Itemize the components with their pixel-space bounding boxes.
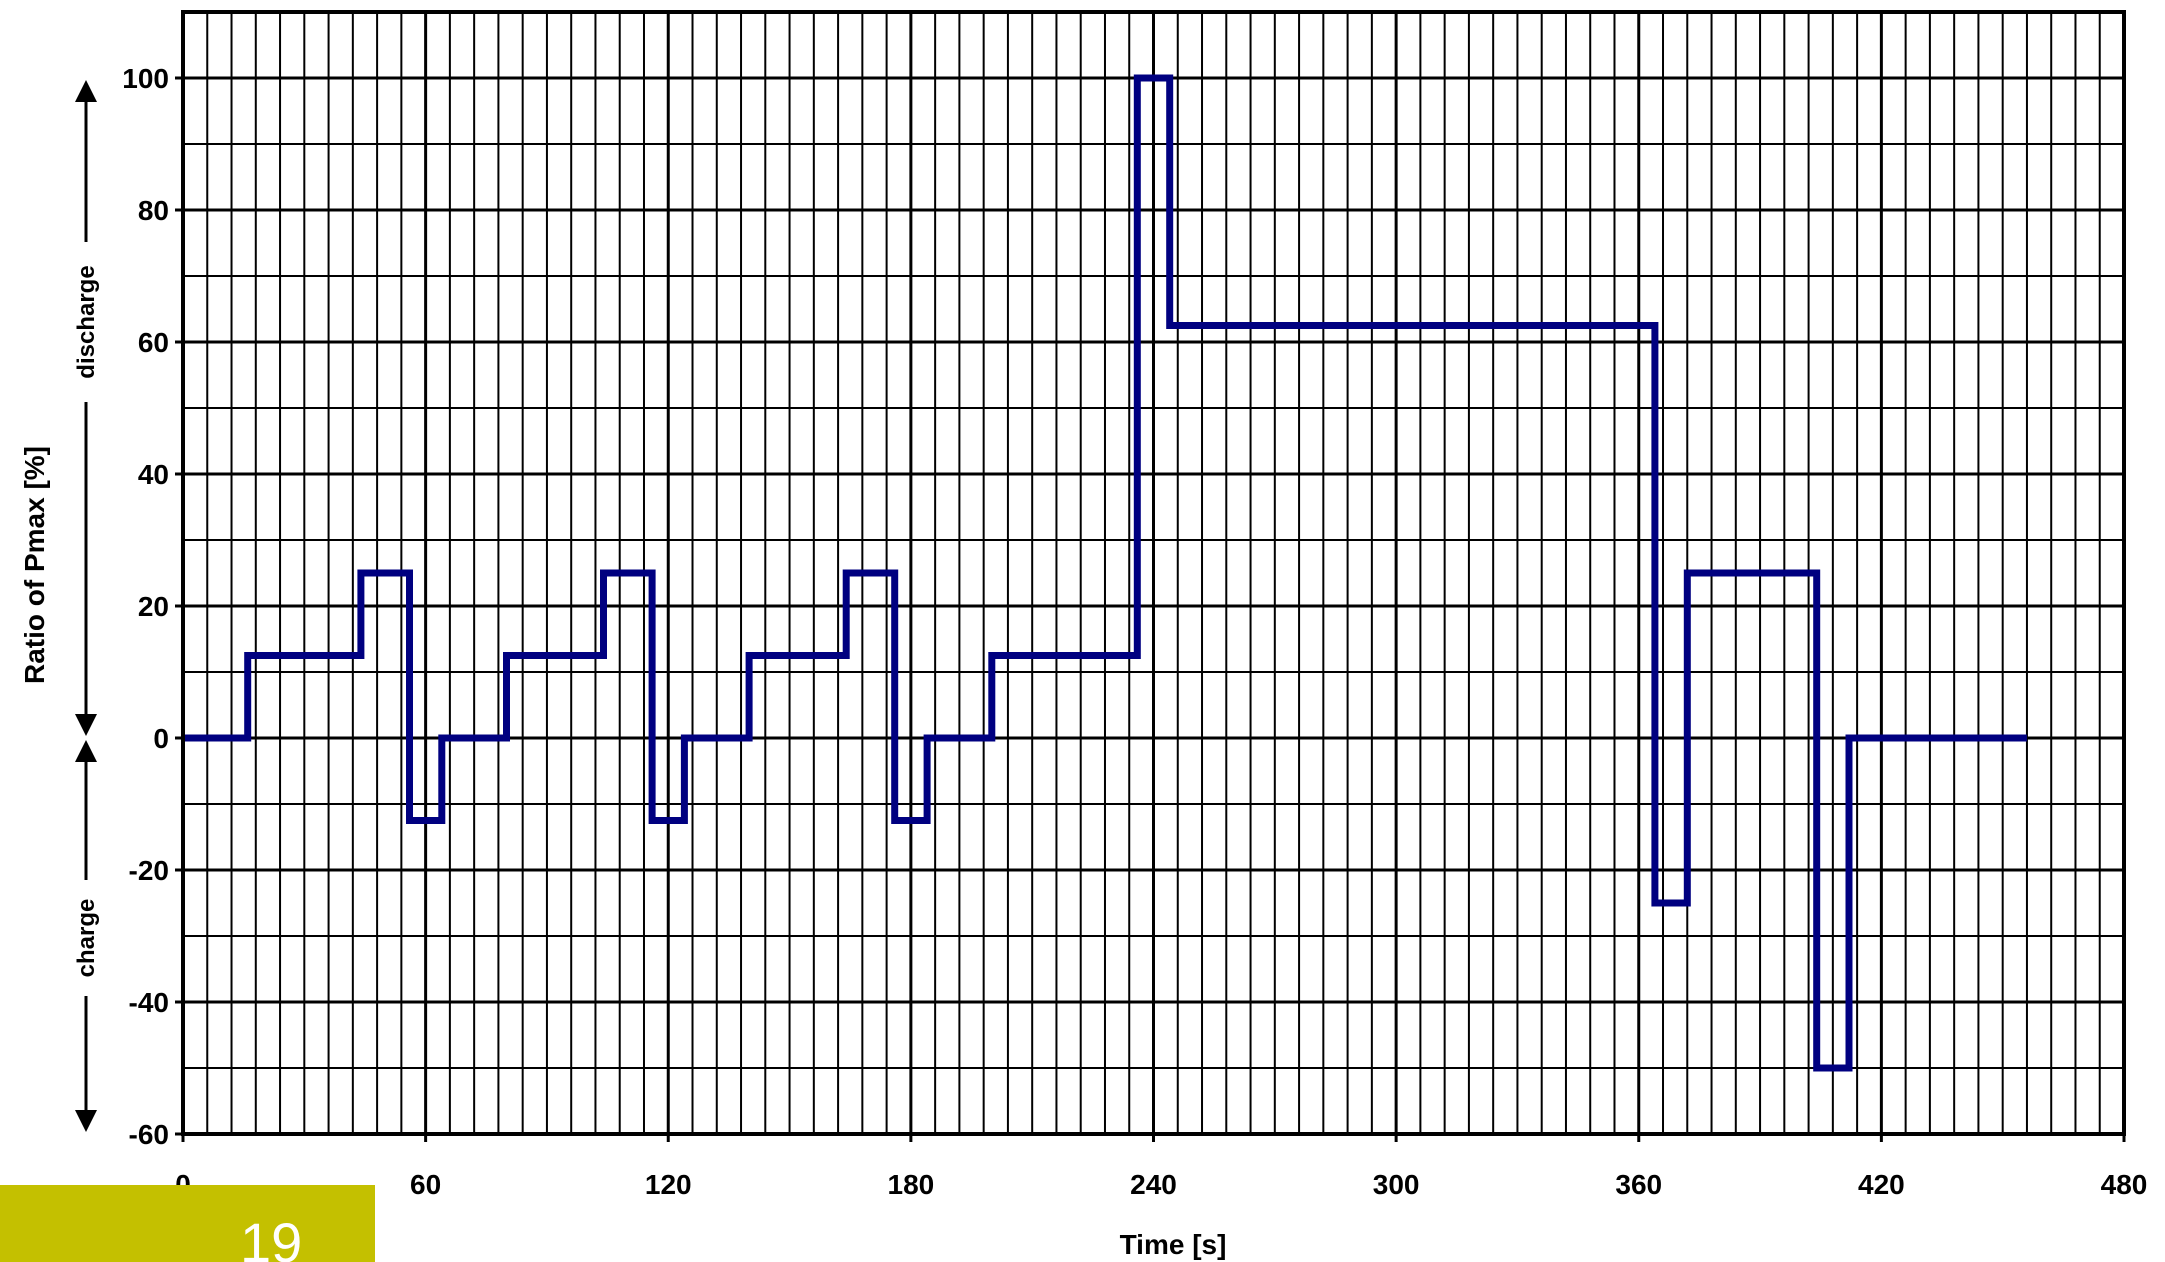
x-tick-label: 60 [410,1169,441,1200]
x-tick-label: 480 [2101,1169,2148,1200]
y-tick-labels: -60 -40 -20 0 20 40 60 80 100 [122,63,169,1150]
y-tick-label: -20 [129,855,169,886]
indicator-arrowhead [75,80,97,102]
x-tick-label: 360 [1615,1169,1662,1200]
x-tick-label: 300 [1373,1169,1420,1200]
y-tick-label: -40 [129,987,169,1018]
page-number: 19 [240,1211,303,1262]
discharge-label: discharge [73,265,100,378]
y-axis-title: Ratio of Pmax [%] [19,446,50,684]
y-tick-label: -60 [129,1119,169,1150]
x-tick-label: 240 [1130,1169,1177,1200]
y-tick-label: 100 [122,63,169,94]
plot-frame [181,10,2126,1136]
x-axis-title: Time [s] [1120,1229,1227,1260]
y-tick-label: 60 [138,327,169,358]
charge-discharge-indicator: discharge charge [73,80,100,1132]
major-grid [175,12,2126,1142]
x-tick-label: 120 [645,1169,692,1200]
x-tick-label: 420 [1858,1169,1905,1200]
power-step-series [183,74,2027,1072]
indicator-arrowhead [75,714,97,736]
y-tick-label: 0 [153,723,169,754]
x-tick-labels: 060120180240300360420480 [175,1169,2147,1200]
indicator-arrowhead [75,740,97,762]
x-tick-label: 180 [888,1169,935,1200]
series-layer [183,74,2027,1072]
charge-label: charge [73,899,100,978]
y-tick-label: 20 [138,591,169,622]
y-tick-label: 80 [138,195,169,226]
indicator-arrowhead [75,1110,97,1132]
slide-footer-bar: 19 [0,1185,375,1262]
y-tick-label: 40 [138,459,169,490]
